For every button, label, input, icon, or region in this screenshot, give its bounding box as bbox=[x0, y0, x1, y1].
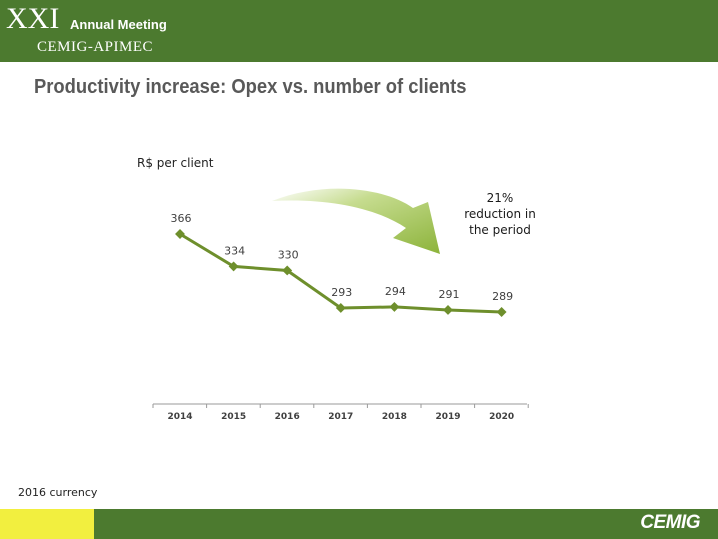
x-tick-label-2019: 2019 bbox=[435, 412, 460, 422]
data-point-2018 bbox=[389, 301, 400, 312]
data-point-2020 bbox=[496, 307, 507, 317]
curved-arrow-icon bbox=[272, 188, 440, 254]
reduction-text: reduction in bbox=[464, 207, 536, 221]
event-organizer: CEMIG-APIMEC bbox=[37, 39, 154, 55]
data-label-2018: 294 bbox=[385, 285, 406, 298]
data-label-2015: 334 bbox=[224, 244, 245, 257]
data-label-2017: 293 bbox=[331, 286, 352, 299]
x-tick-label-2015: 2015 bbox=[221, 412, 246, 422]
x-tick-label-2016: 2016 bbox=[275, 412, 300, 422]
data-point-2015 bbox=[228, 261, 239, 272]
header-bar bbox=[0, 0, 718, 62]
data-label-2016: 330 bbox=[278, 248, 299, 261]
x-tick-label-2017: 2017 bbox=[328, 412, 353, 422]
reduction-annotation: 21% reduction in the period bbox=[454, 190, 546, 238]
data-label-2019: 291 bbox=[439, 288, 460, 301]
footer-green-band bbox=[94, 509, 718, 539]
data-point-2019 bbox=[443, 305, 453, 315]
page-title: Productivity increase: Opex vs. number o… bbox=[34, 76, 467, 98]
x-tick-label-2014: 2014 bbox=[167, 412, 192, 422]
data-point-2017 bbox=[335, 302, 346, 313]
x-tick-label-2020: 2020 bbox=[489, 412, 514, 422]
data-label-2014: 366 bbox=[171, 212, 192, 225]
event-numeral: XXI bbox=[6, 2, 60, 35]
data-label-2020: 289 bbox=[492, 290, 513, 303]
data-point-2014 bbox=[175, 229, 185, 239]
footer-yellow-band bbox=[0, 509, 94, 539]
x-tick-label-2018: 2018 bbox=[382, 412, 407, 422]
data-point-2016 bbox=[282, 265, 293, 276]
reduction-period: the period bbox=[469, 223, 531, 237]
reduction-percent: 21% bbox=[486, 191, 514, 205]
unit-label: R$ per client bbox=[137, 156, 214, 170]
currency-note: 2016 currency bbox=[18, 486, 98, 499]
event-name: Annual Meeting bbox=[70, 17, 167, 32]
cemig-logo: CEMIG bbox=[640, 512, 700, 533]
